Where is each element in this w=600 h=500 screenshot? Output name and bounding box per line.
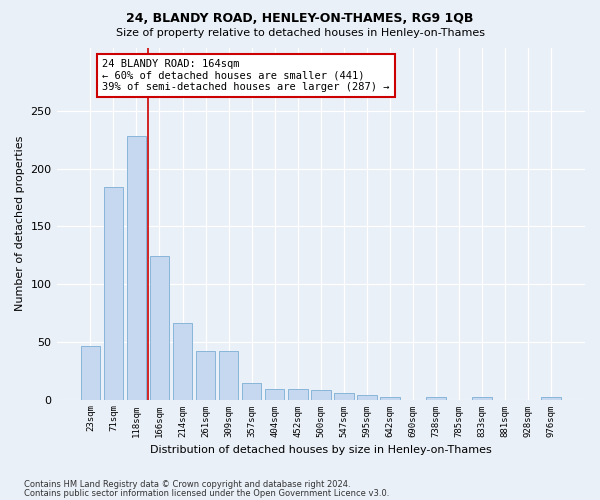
Text: Contains public sector information licensed under the Open Government Licence v3: Contains public sector information licen… — [24, 488, 389, 498]
Bar — [311, 390, 331, 400]
Bar — [80, 346, 100, 400]
Y-axis label: Number of detached properties: Number of detached properties — [15, 136, 25, 311]
Bar — [288, 389, 308, 400]
Bar — [149, 256, 169, 400]
Bar — [472, 397, 492, 400]
X-axis label: Distribution of detached houses by size in Henley-on-Thames: Distribution of detached houses by size … — [150, 445, 491, 455]
Text: 24 BLANDY ROAD: 164sqm
← 60% of detached houses are smaller (441)
39% of semi-de: 24 BLANDY ROAD: 164sqm ← 60% of detached… — [102, 59, 389, 92]
Bar — [127, 136, 146, 400]
Bar — [104, 187, 123, 400]
Bar — [334, 392, 353, 400]
Text: Contains HM Land Registry data © Crown copyright and database right 2024.: Contains HM Land Registry data © Crown c… — [24, 480, 350, 489]
Bar — [357, 395, 377, 400]
Bar — [196, 351, 215, 400]
Bar — [265, 389, 284, 400]
Bar — [242, 384, 262, 400]
Text: Size of property relative to detached houses in Henley-on-Thames: Size of property relative to detached ho… — [115, 28, 485, 38]
Bar — [541, 397, 561, 400]
Bar — [219, 351, 238, 400]
Bar — [426, 397, 446, 400]
Text: 24, BLANDY ROAD, HENLEY-ON-THAMES, RG9 1QB: 24, BLANDY ROAD, HENLEY-ON-THAMES, RG9 1… — [127, 12, 473, 26]
Bar — [380, 397, 400, 400]
Bar — [173, 324, 193, 400]
